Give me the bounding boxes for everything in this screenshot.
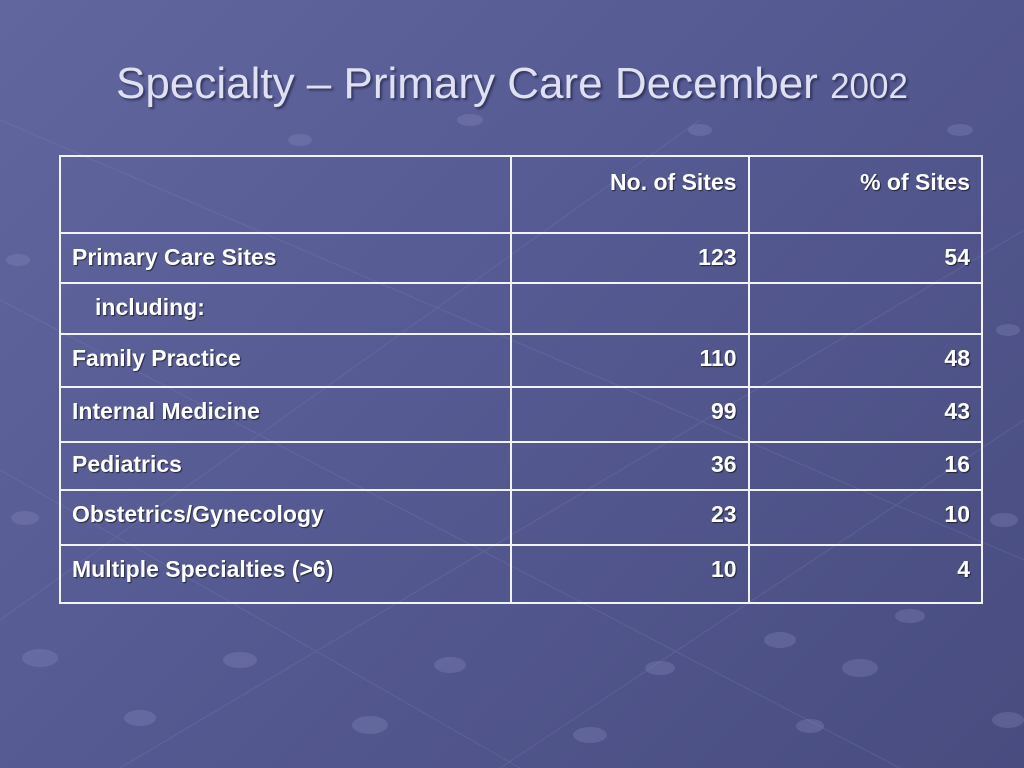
row-label: Primary Care Sites	[58, 232, 513, 284]
row-sites: 99	[510, 386, 750, 443]
row-percent	[747, 282, 984, 335]
table-row: including:	[58, 282, 984, 335]
table-row: Pediatrics 36 16	[58, 441, 984, 491]
slide-title-text: Specialty – Primary Care December	[116, 59, 818, 108]
row-label: Family Practice	[58, 333, 513, 388]
table-row: Internal Medicine 99 43	[58, 386, 984, 443]
row-sites: 110	[510, 333, 750, 388]
table-header-row: No. of Sites % of Sites	[58, 155, 984, 234]
row-percent: 4	[747, 544, 984, 604]
header-cell-no-of-sites: No. of Sites	[510, 155, 750, 234]
table-row: Multiple Specialties (>6) 10 4	[58, 544, 984, 604]
row-percent: 43	[747, 386, 984, 443]
slide-title: Specialty – Primary Care December 2002	[0, 56, 1024, 115]
row-sites: 36	[510, 441, 750, 491]
row-label: Multiple Specialties (>6)	[58, 544, 513, 604]
header-cell-percent-of-sites: % of Sites	[747, 155, 984, 234]
row-sites	[510, 282, 750, 335]
row-label: including:	[58, 282, 513, 335]
row-sites: 23	[510, 489, 750, 546]
table-row: Obstetrics/Gynecology 23 10	[58, 489, 984, 546]
row-sites: 10	[510, 544, 750, 604]
row-label: Pediatrics	[58, 441, 513, 491]
row-label: Internal Medicine	[58, 386, 513, 443]
table-row: Primary Care Sites 123 54	[58, 232, 984, 284]
specialty-table: No. of Sites % of Sites Primary Care Sit…	[58, 155, 984, 604]
slide-title-year: 2002	[830, 67, 908, 106]
table-row: Family Practice 110 48	[58, 333, 984, 388]
row-percent: 10	[747, 489, 984, 546]
row-percent: 54	[747, 232, 984, 284]
row-percent: 16	[747, 441, 984, 491]
row-percent: 48	[747, 333, 984, 388]
row-sites: 123	[510, 232, 750, 284]
row-label: Obstetrics/Gynecology	[58, 489, 513, 546]
header-cell-label	[58, 155, 513, 234]
